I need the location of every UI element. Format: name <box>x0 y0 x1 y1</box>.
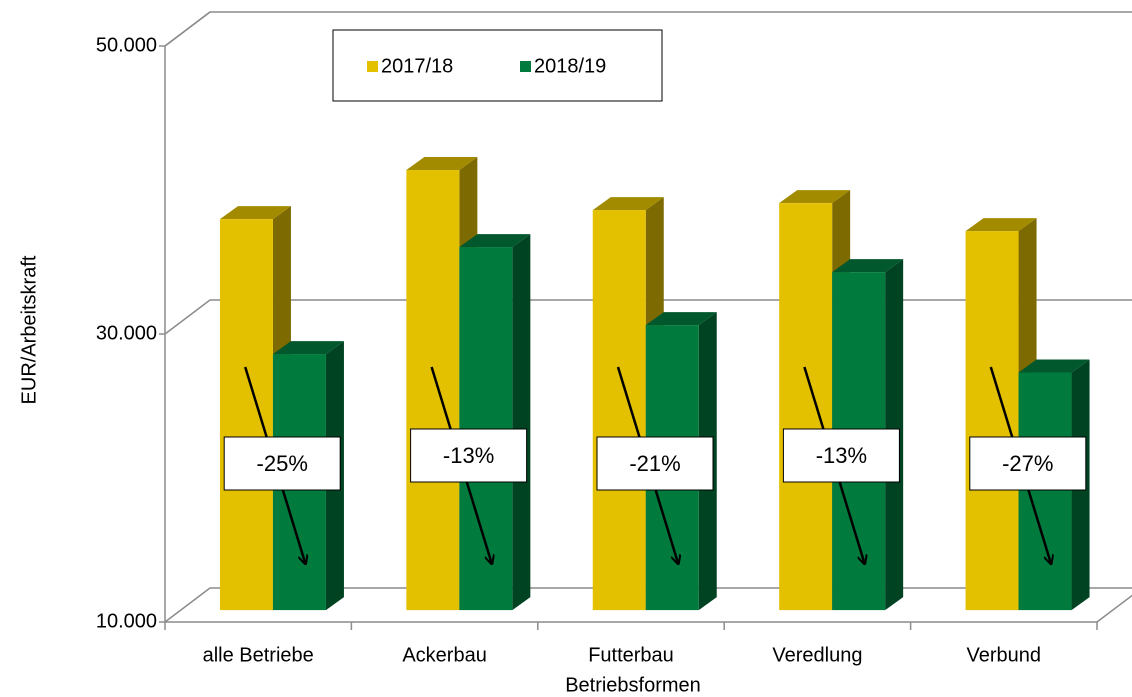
x-tick-label: Veredlung <box>772 644 862 666</box>
bar <box>1018 359 1090 611</box>
bar <box>459 234 531 611</box>
annotation: -13% <box>443 443 494 468</box>
bar-top <box>592 197 664 211</box>
bar-top <box>832 259 904 273</box>
bar-top <box>645 312 717 326</box>
annotation: -27% <box>1002 451 1053 476</box>
x-tick-label: Ackerbau <box>402 644 487 666</box>
bar-front <box>592 210 646 611</box>
annotation-box <box>596 436 714 491</box>
floor-right <box>1096 594 1132 623</box>
bar-top <box>219 206 291 220</box>
y-axis-title: EUR/Arbeitskraft <box>18 255 40 404</box>
x-tick-label: Futterbau <box>588 644 674 666</box>
annotation-box <box>410 428 528 483</box>
bar-front <box>965 231 1019 611</box>
bar-front <box>406 170 460 611</box>
x-axis-title: Betriebsformen <box>565 674 701 696</box>
annotation: -13% <box>816 443 867 468</box>
annotation: -25% <box>257 451 308 476</box>
bar-top <box>459 234 531 248</box>
y-tick-label: 50.000 <box>96 34 157 56</box>
annotation: -21% <box>629 451 680 476</box>
bar-top <box>965 218 1037 232</box>
legend-swatch <box>520 61 531 72</box>
x-tick-label: alle Betriebe <box>203 644 314 666</box>
annotation-box <box>782 428 900 483</box>
y-tick-label: 10.000 <box>96 610 157 632</box>
bar-top <box>1018 359 1090 373</box>
bar-top <box>779 190 851 204</box>
grid-line <box>164 299 211 335</box>
legend-label: 2018/19 <box>534 55 606 77</box>
annotation-box <box>969 436 1087 491</box>
bar-top <box>272 341 344 355</box>
bar-front <box>1018 372 1072 611</box>
annotation-box <box>223 436 341 491</box>
legend-label: 2017/18 <box>381 55 453 77</box>
grid-line <box>164 587 211 623</box>
bar-side <box>512 234 531 611</box>
legend-box <box>332 29 663 102</box>
y-tick-label: 30.000 <box>96 322 157 344</box>
bar-front <box>779 203 833 611</box>
grid-line <box>164 11 211 47</box>
bar-front <box>219 219 273 611</box>
x-tick-label: Verbund <box>967 644 1042 666</box>
legend-swatch <box>367 61 378 72</box>
bar-top <box>406 157 478 171</box>
